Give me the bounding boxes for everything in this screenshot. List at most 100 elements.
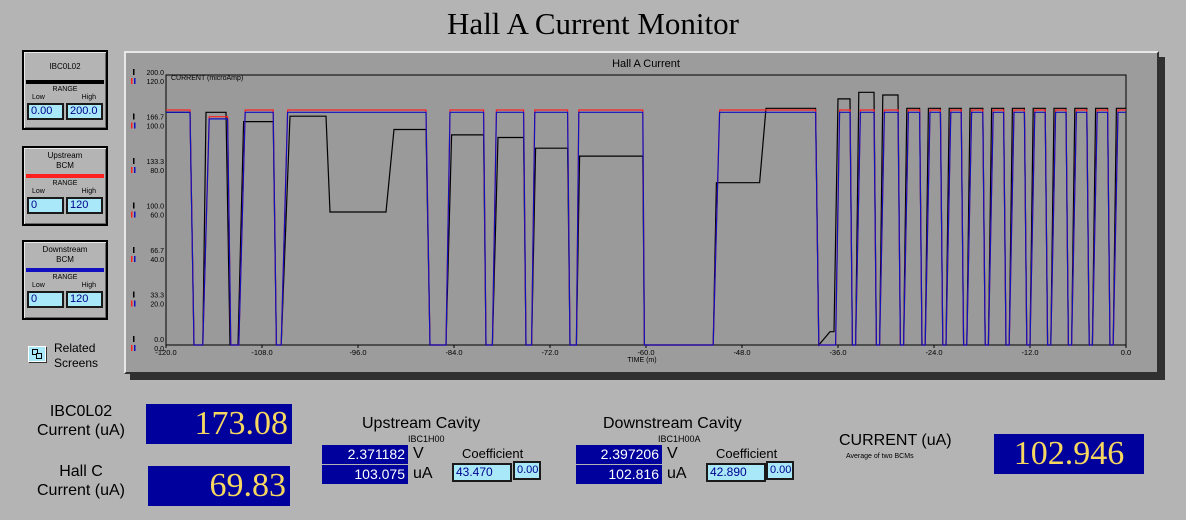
series-line-downstream-bcm: [166, 111, 1126, 346]
average-current-label: CURRENT (uA): [839, 432, 952, 449]
x-tick-label: -108.0: [251, 348, 272, 357]
y-tick-marker-black: [133, 113, 135, 120]
x-tick-label: -24.0: [925, 348, 942, 357]
downstream-current-value: 102.816: [576, 465, 662, 484]
legend-upstream-bcm: Upstream BCM RANGE Low High 0 120: [22, 146, 108, 226]
x-tick-label: -36.0: [829, 348, 846, 357]
x-tick-label: -120.0: [155, 348, 176, 357]
y-tick-marker-black: [133, 158, 135, 164]
y-tick-label-left: 133.3: [146, 159, 164, 166]
plot-area: [165, 74, 1127, 346]
x-axis-label: TIME (m): [627, 357, 656, 364]
y-tick-marker-blue: [134, 256, 136, 262]
y-tick-label-left: 66.7: [150, 248, 164, 255]
range-label: RANGE: [52, 274, 78, 281]
x-tick-label: -84.0: [445, 348, 462, 357]
current-chart: Hall A Current CURRENT (microAmp) TIME (m)…: [131, 58, 1131, 364]
series-line-ibc0l02: [166, 91, 1126, 347]
legend-color-bar: [26, 80, 104, 84]
upstream-current-unit: uA: [413, 465, 433, 482]
y-tick-label-right: 100.0: [146, 124, 164, 131]
range-low-input[interactable]: 0: [27, 291, 64, 308]
y-tick-label-left: 166.7: [146, 115, 164, 122]
y-tick-label-left: 200.0: [146, 70, 164, 77]
upstream-current-value: 103.075: [322, 465, 408, 484]
hallc-current-value: 69.83: [148, 466, 290, 506]
downstream-voltage-unit: V: [667, 445, 678, 462]
high-label: High: [81, 282, 96, 289]
upstream-offset-input[interactable]: 0.00: [513, 461, 541, 480]
high-label: High: [81, 188, 96, 195]
range-high-input[interactable]: 200.0: [66, 103, 103, 120]
legend-color-bar: [26, 174, 104, 178]
ibc-current-label: IBC0L02 Current (uA): [36, 403, 126, 439]
y-tick-label-left: 100.0: [146, 204, 164, 211]
upstream-cavity-title: Upstream Cavity: [362, 415, 481, 432]
y-tick-marker-black: [133, 291, 135, 298]
legend-name: IBC0L02: [49, 62, 81, 71]
y-tick-marker-black: [133, 336, 135, 342]
average-current-value: 102.946: [994, 434, 1144, 474]
y-tick-marker-red: [131, 122, 133, 129]
hallc-current-label: Hall C Current (uA): [36, 463, 126, 499]
related-screens-icon[interactable]: [28, 346, 46, 362]
y-tick-marker-blue: [134, 211, 136, 218]
average-current-sublabel: Average of two BCMs: [846, 453, 914, 460]
downstream-voltage-value: 2.397206: [576, 445, 662, 464]
y-tick-label-right: 20.0: [150, 302, 164, 309]
high-label: High: [81, 94, 96, 101]
upstream-voltage-value: 2.371182: [322, 445, 408, 464]
upstream-pv-name: IBC1H00: [408, 434, 445, 444]
y-tick-label-right: 40.0: [150, 257, 164, 264]
range-low-input[interactable]: 0: [27, 197, 64, 214]
range-high-input[interactable]: 120: [66, 197, 103, 214]
legend-name-2: BCM: [56, 161, 74, 170]
upstream-coefficient-input[interactable]: 43.470: [452, 463, 512, 482]
downstream-pv-name: IBC1H00A: [658, 434, 701, 444]
y-tick-marker-blue: [134, 167, 136, 173]
downstream-coefficient-label: Coefficient: [716, 446, 778, 461]
downstream-current-unit: uA: [667, 465, 687, 482]
y-tick-marker-red: [131, 167, 133, 173]
legend-ibc0l02: IBC0L02 RANGE Low High 0.00 200.0: [22, 50, 108, 130]
legend-name-2: BCM: [56, 255, 74, 264]
y-tick-marker-blue: [134, 300, 136, 307]
x-tick-label: 0.0: [1121, 348, 1131, 357]
y-tick-marker-red: [131, 256, 133, 262]
y-tick-marker-black: [133, 202, 135, 209]
downstream-coefficient-input[interactable]: 42.890: [706, 463, 766, 482]
legend-downstream-bcm: Downstream BCM RANGE Low High 0 120: [22, 240, 108, 320]
y-tick-marker-red: [131, 300, 133, 307]
chart-title: Hall A Current: [612, 58, 680, 70]
legend-color-bar: [26, 268, 104, 272]
y-tick-marker-red: [131, 345, 133, 351]
y-tick-marker-red: [131, 78, 133, 84]
y-tick-label-left: 33.3: [150, 293, 164, 300]
related-screens-button[interactable]: Related Screens: [26, 341, 116, 373]
y-tick-marker-red: [131, 211, 133, 218]
y-tick-label-left: 0.0: [154, 337, 164, 344]
y-tick-label-right: 60.0: [150, 213, 164, 220]
low-label: Low: [32, 282, 45, 289]
y-axis-label: CURRENT (microAmp): [171, 75, 243, 82]
x-tick-label: -96.0: [349, 348, 366, 357]
x-tick-label: -60.0: [637, 348, 654, 357]
y-tick-label-right: 80.0: [150, 168, 164, 175]
related-screens-label: Related Screens: [54, 341, 99, 370]
range-high-input[interactable]: 120: [66, 291, 103, 308]
downstream-cavity-title: Downstream Cavity: [603, 415, 742, 432]
range-label: RANGE: [52, 180, 78, 187]
y-tick-label-right: 120.0: [146, 79, 164, 86]
legend-name: Downstream: [42, 245, 88, 254]
x-tick-label: -12.0: [1021, 348, 1038, 357]
upstream-voltage-unit: V: [413, 445, 424, 462]
ibc-current-value: 173.08: [146, 404, 292, 444]
y-tick-marker-blue: [134, 78, 136, 84]
page-title: Hall A Current Monitor: [447, 6, 739, 41]
y-tick-label-right: 0.0: [154, 346, 164, 353]
chart-panel: Hall A Current CURRENT (microAmp) TIME (m)…: [124, 51, 1159, 374]
y-tick-marker-blue: [134, 345, 136, 351]
range-low-input[interactable]: 0.00: [27, 103, 64, 120]
x-tick-label: -72.0: [541, 348, 558, 357]
downstream-offset-input[interactable]: 0.00: [766, 461, 794, 480]
